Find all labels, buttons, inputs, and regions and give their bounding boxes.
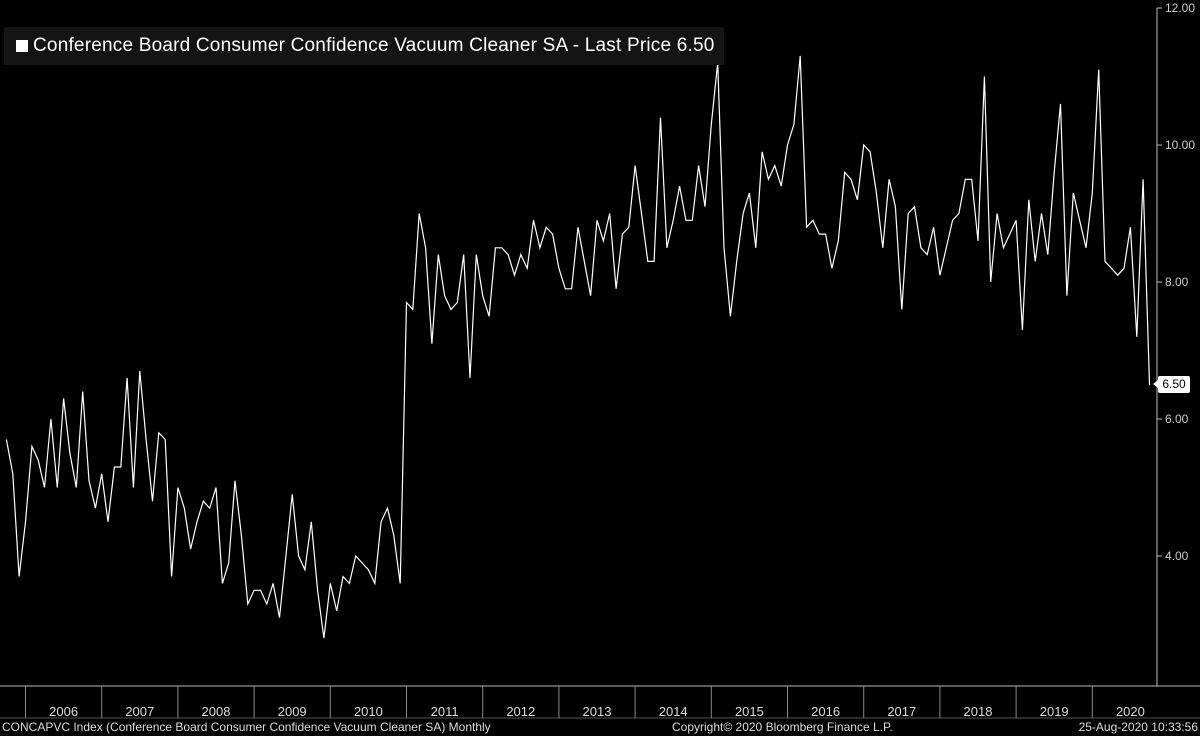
x-tick-label: 2012 bbox=[506, 704, 535, 719]
y-tick-label: 4.00 bbox=[1165, 549, 1189, 563]
legend-swatch bbox=[16, 40, 28, 52]
x-tick-label: 2018 bbox=[964, 704, 993, 719]
x-tick-label: 2014 bbox=[659, 704, 688, 719]
x-axis-ticks: 2006 2007 2008 2009 2010 2011 2012 2013 2014 2015… bbox=[25, 686, 1145, 719]
legend-label: Conference Board Consumer Confidence Vac… bbox=[33, 35, 715, 56]
x-tick-label: 2010 bbox=[354, 704, 383, 719]
x-tick-label: 2020 bbox=[1116, 704, 1145, 719]
footer-ticker-description: CONCAPVC Index (Conference Board Consume… bbox=[2, 720, 491, 734]
last-price-tag: 6.50 bbox=[1153, 376, 1190, 394]
y-tick-label: 8.00 bbox=[1165, 275, 1189, 289]
x-tick-label: 2009 bbox=[278, 704, 307, 719]
series-group bbox=[5, 55, 1151, 639]
x-tick-label: 2019 bbox=[1040, 704, 1069, 719]
last-data-point bbox=[1148, 384, 1150, 386]
y-axis-ticks: 4.00 6.00 8.00 10.00 12.00 bbox=[1157, 1, 1195, 563]
y-tick-label: 6.00 bbox=[1165, 412, 1189, 426]
footer-timestamp: 25-Aug-2020 10:33:56 bbox=[1078, 720, 1198, 734]
x-tick-label: 2017 bbox=[887, 704, 916, 719]
x-tick-label: 2008 bbox=[202, 704, 231, 719]
footer-copyright: Copyright© 2020 Bloomberg Finance L.P. bbox=[672, 720, 893, 734]
y-tick-label: 12.00 bbox=[1165, 1, 1195, 15]
chart-legend: Conference Board Consumer Confidence Vac… bbox=[4, 27, 724, 65]
x-tick-label: 2013 bbox=[583, 704, 612, 719]
x-tick-label: 2015 bbox=[735, 704, 764, 719]
x-tick-label: 2006 bbox=[49, 704, 78, 719]
x-tick-label: 2007 bbox=[125, 704, 154, 719]
y-tick-label: 10.00 bbox=[1165, 138, 1195, 152]
x-tick-label: 2011 bbox=[431, 704, 459, 719]
series-line bbox=[5, 55, 1151, 639]
chart-footer: CONCAPVC Index (Conference Board Consume… bbox=[0, 719, 1200, 736]
x-tick-label: 2016 bbox=[811, 704, 840, 719]
chart-axes bbox=[0, 8, 1200, 719]
